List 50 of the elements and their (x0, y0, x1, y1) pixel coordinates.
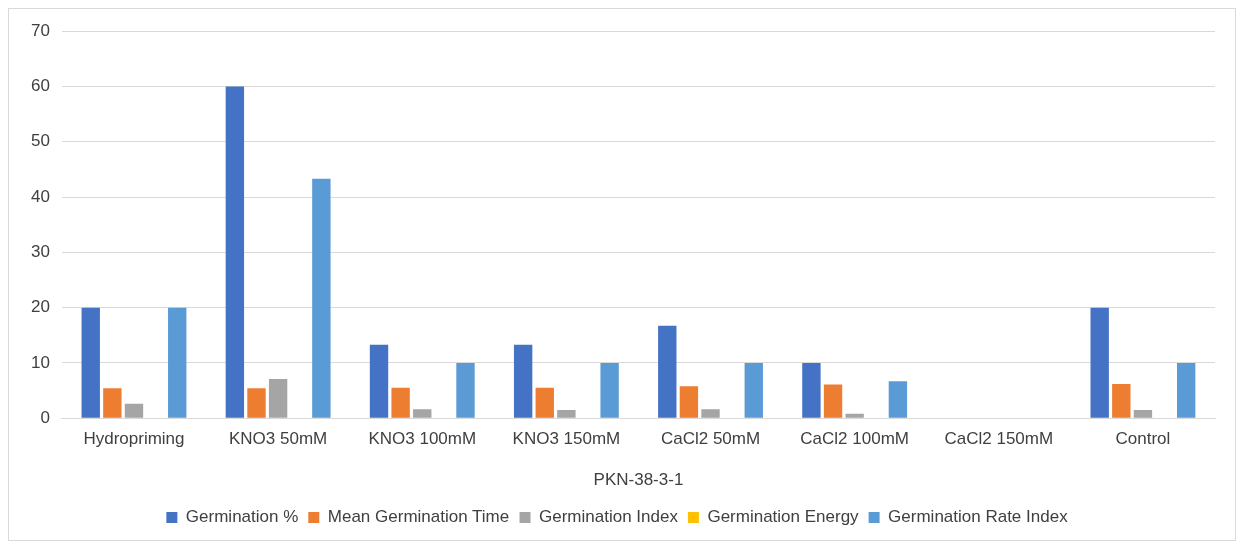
bar (312, 178, 331, 418)
bar (513, 344, 533, 418)
legend-label: Germination % (185, 507, 299, 527)
legend-label: Mean Germination Time (327, 507, 510, 527)
bar (103, 388, 122, 418)
bar (600, 362, 619, 418)
y-tick-label: 20 (30, 297, 50, 317)
x-tick-label: CaCl2 50mM (660, 429, 761, 449)
bar (225, 86, 245, 418)
bar (268, 378, 288, 418)
x-tick-label: CaCl2 100mM (800, 429, 909, 449)
bar (413, 409, 432, 418)
bar (845, 413, 864, 418)
legend-label: Germination Index (539, 507, 679, 527)
bar (124, 403, 144, 418)
bar (391, 387, 410, 418)
bar (247, 388, 266, 418)
bar (557, 409, 576, 418)
y-tick-label: 10 (30, 352, 50, 372)
bar (1112, 383, 1131, 418)
bar (888, 381, 908, 418)
bar (535, 387, 554, 418)
bar (744, 362, 763, 418)
y-tick-label: 70 (30, 20, 50, 40)
x-tick-label: KNO3 50mM (228, 429, 328, 449)
x-tick-label: CaCl2 150mM (944, 429, 1054, 449)
bar (1176, 362, 1196, 418)
y-tick-label: 50 (30, 131, 50, 151)
y-tick-label: 60 (30, 76, 50, 96)
x-tick-label: Control (1115, 429, 1171, 449)
bar (701, 409, 720, 418)
legend-label: Germination Rate Index (888, 507, 1069, 527)
bar (1090, 307, 1109, 418)
bar (81, 307, 100, 418)
x-tick-label: KNO3 150mM (512, 429, 621, 449)
x-tick-label: Hydropriming (83, 429, 185, 449)
y-tick-label: 0 (40, 407, 50, 427)
x-axis-title: PKN-38-3-1 (593, 470, 684, 490)
bar (802, 362, 821, 418)
bar (456, 362, 475, 418)
bar (1133, 409, 1153, 418)
y-tick-label: 30 (30, 242, 50, 262)
bar (679, 386, 699, 418)
bar (658, 325, 677, 418)
bar (369, 344, 389, 418)
bar (168, 307, 187, 418)
y-tick-label: 40 (30, 186, 50, 206)
x-tick-label: KNO3 100mM (368, 429, 477, 449)
bar (823, 384, 843, 418)
legend-label: Germination Energy (707, 507, 860, 527)
